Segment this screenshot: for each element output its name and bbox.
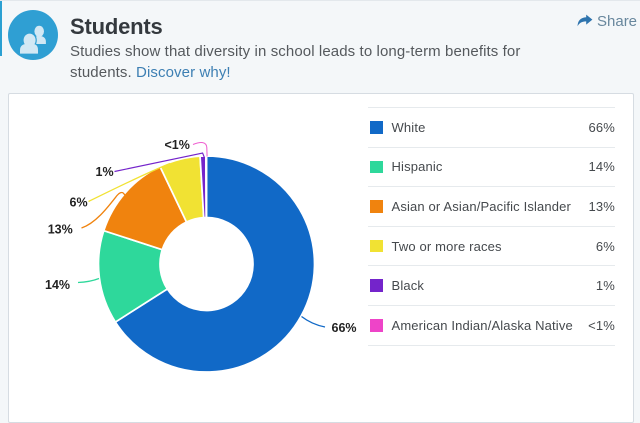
svg-text:14%: 14%	[45, 278, 70, 292]
svg-text:<1%: <1%	[165, 138, 190, 152]
svg-text:66%: 66%	[332, 321, 357, 335]
svg-text:13%: 13%	[48, 223, 73, 237]
svg-text:1%: 1%	[96, 165, 114, 179]
svg-text:6%: 6%	[70, 195, 88, 209]
